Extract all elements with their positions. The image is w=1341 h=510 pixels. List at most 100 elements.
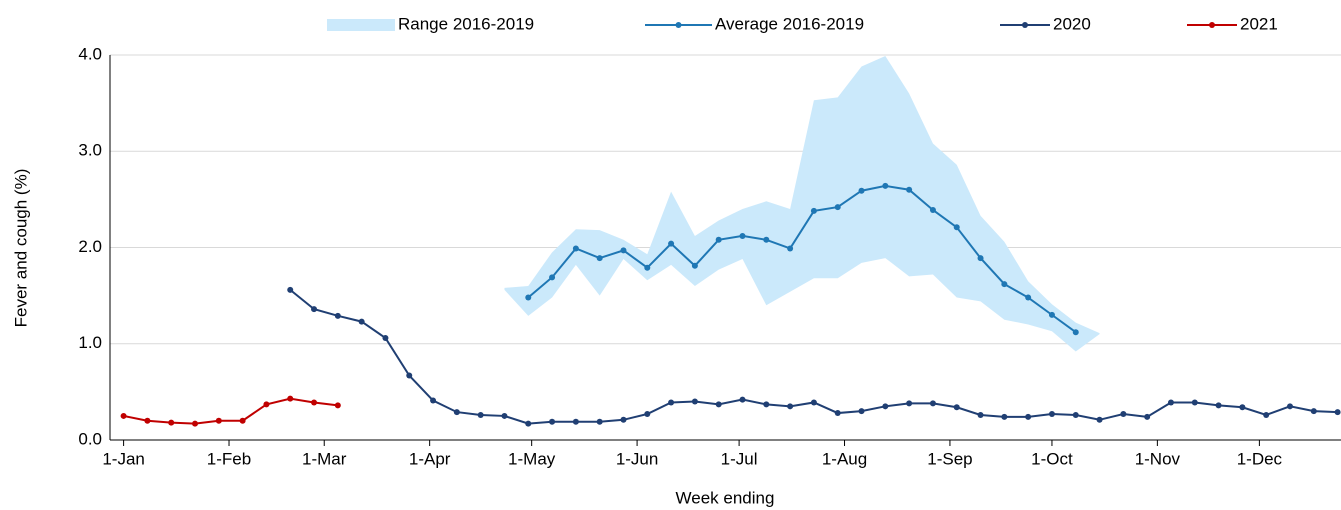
legend-marker bbox=[675, 22, 682, 28]
data-point bbox=[953, 224, 960, 231]
data-point bbox=[739, 232, 746, 239]
range-band bbox=[504, 55, 1100, 352]
data-point bbox=[715, 236, 722, 243]
data-point bbox=[596, 255, 603, 262]
data-point bbox=[882, 403, 889, 410]
x-tick-label: 1-Feb bbox=[207, 449, 251, 468]
data-point bbox=[810, 399, 817, 406]
data-point bbox=[1310, 408, 1317, 415]
data-point bbox=[1144, 413, 1151, 420]
legend-label: 2020 bbox=[1053, 14, 1091, 33]
data-point bbox=[668, 240, 675, 247]
legend-marker bbox=[1209, 22, 1215, 28]
data-point bbox=[311, 399, 318, 406]
data-point bbox=[1072, 411, 1079, 418]
x-tick-label: 1-Nov bbox=[1135, 449, 1181, 468]
data-point bbox=[430, 397, 437, 404]
data-point bbox=[572, 245, 579, 252]
x-tick-label: 1-Jun bbox=[616, 449, 659, 468]
legend-swatch bbox=[327, 19, 395, 31]
data-point bbox=[334, 402, 341, 409]
data-point bbox=[906, 400, 913, 407]
data-point bbox=[1263, 411, 1270, 418]
legend-label: 2021 bbox=[1240, 14, 1278, 33]
data-point bbox=[1025, 294, 1032, 301]
data-point bbox=[1286, 403, 1293, 410]
data-point bbox=[977, 411, 984, 418]
series-line bbox=[527, 184, 1077, 334]
data-point bbox=[882, 182, 889, 189]
data-point bbox=[549, 274, 556, 281]
data-point bbox=[739, 396, 746, 403]
legend-label: Range 2016-2019 bbox=[398, 14, 534, 33]
data-point bbox=[477, 411, 484, 418]
y-tick-label: 2.0 bbox=[78, 237, 102, 256]
data-point bbox=[287, 286, 294, 293]
data-point bbox=[715, 401, 722, 408]
data-point bbox=[929, 206, 936, 213]
data-point bbox=[287, 395, 294, 402]
data-point bbox=[1096, 416, 1103, 423]
data-point bbox=[358, 318, 365, 325]
legend-label: Average 2016-2019 bbox=[715, 14, 864, 33]
data-point bbox=[906, 186, 913, 193]
data-point bbox=[192, 420, 199, 427]
legend-marker bbox=[1022, 22, 1028, 28]
data-point bbox=[1025, 413, 1032, 420]
data-point bbox=[834, 410, 841, 417]
data-point bbox=[1167, 399, 1174, 406]
data-point bbox=[382, 334, 389, 341]
y-tick-label: 4.0 bbox=[78, 44, 102, 63]
data-point bbox=[787, 245, 794, 252]
data-point bbox=[168, 419, 175, 426]
data-point bbox=[691, 262, 698, 269]
y-axis-label: Fever and cough (%) bbox=[11, 169, 30, 328]
data-point bbox=[977, 255, 984, 262]
data-point bbox=[858, 408, 865, 415]
series-line bbox=[123, 397, 338, 425]
x-tick-label: 1-Dec bbox=[1237, 449, 1283, 468]
data-point bbox=[334, 312, 341, 319]
data-point bbox=[549, 418, 556, 425]
data-point bbox=[453, 409, 460, 416]
data-point bbox=[1072, 329, 1079, 336]
x-tick-label: 1-Sep bbox=[927, 449, 972, 468]
data-point bbox=[929, 400, 936, 407]
data-point bbox=[1001, 413, 1008, 420]
data-point bbox=[810, 207, 817, 214]
x-tick-label: 1-Jan bbox=[102, 449, 145, 468]
data-point bbox=[215, 417, 222, 424]
data-point bbox=[763, 401, 770, 408]
data-point bbox=[1239, 404, 1246, 411]
x-tick-label: 1-Jul bbox=[721, 449, 758, 468]
data-point bbox=[1191, 399, 1198, 406]
data-point bbox=[644, 264, 651, 271]
data-point bbox=[239, 417, 246, 424]
data-point bbox=[787, 403, 794, 410]
data-point bbox=[596, 418, 603, 425]
data-point bbox=[120, 412, 127, 419]
data-point bbox=[311, 306, 318, 313]
data-point bbox=[834, 204, 841, 211]
data-point bbox=[1048, 311, 1055, 318]
y-tick-label: 1.0 bbox=[78, 333, 102, 352]
data-point bbox=[525, 294, 532, 301]
data-point bbox=[1001, 281, 1008, 288]
x-tick-label: 1-Aug bbox=[822, 449, 867, 468]
x-tick-label: 1-Apr bbox=[409, 449, 451, 468]
data-point bbox=[668, 399, 675, 406]
data-point bbox=[1120, 411, 1127, 418]
data-point bbox=[525, 420, 532, 427]
data-point bbox=[691, 398, 698, 405]
data-point bbox=[620, 247, 627, 254]
x-axis-label: Week ending bbox=[676, 488, 775, 507]
data-point bbox=[572, 418, 579, 425]
data-point bbox=[144, 417, 151, 424]
data-point bbox=[1334, 409, 1341, 416]
data-point bbox=[406, 372, 413, 379]
y-tick-label: 0.0 bbox=[78, 429, 102, 448]
data-point bbox=[644, 411, 651, 418]
data-point bbox=[1048, 411, 1055, 418]
